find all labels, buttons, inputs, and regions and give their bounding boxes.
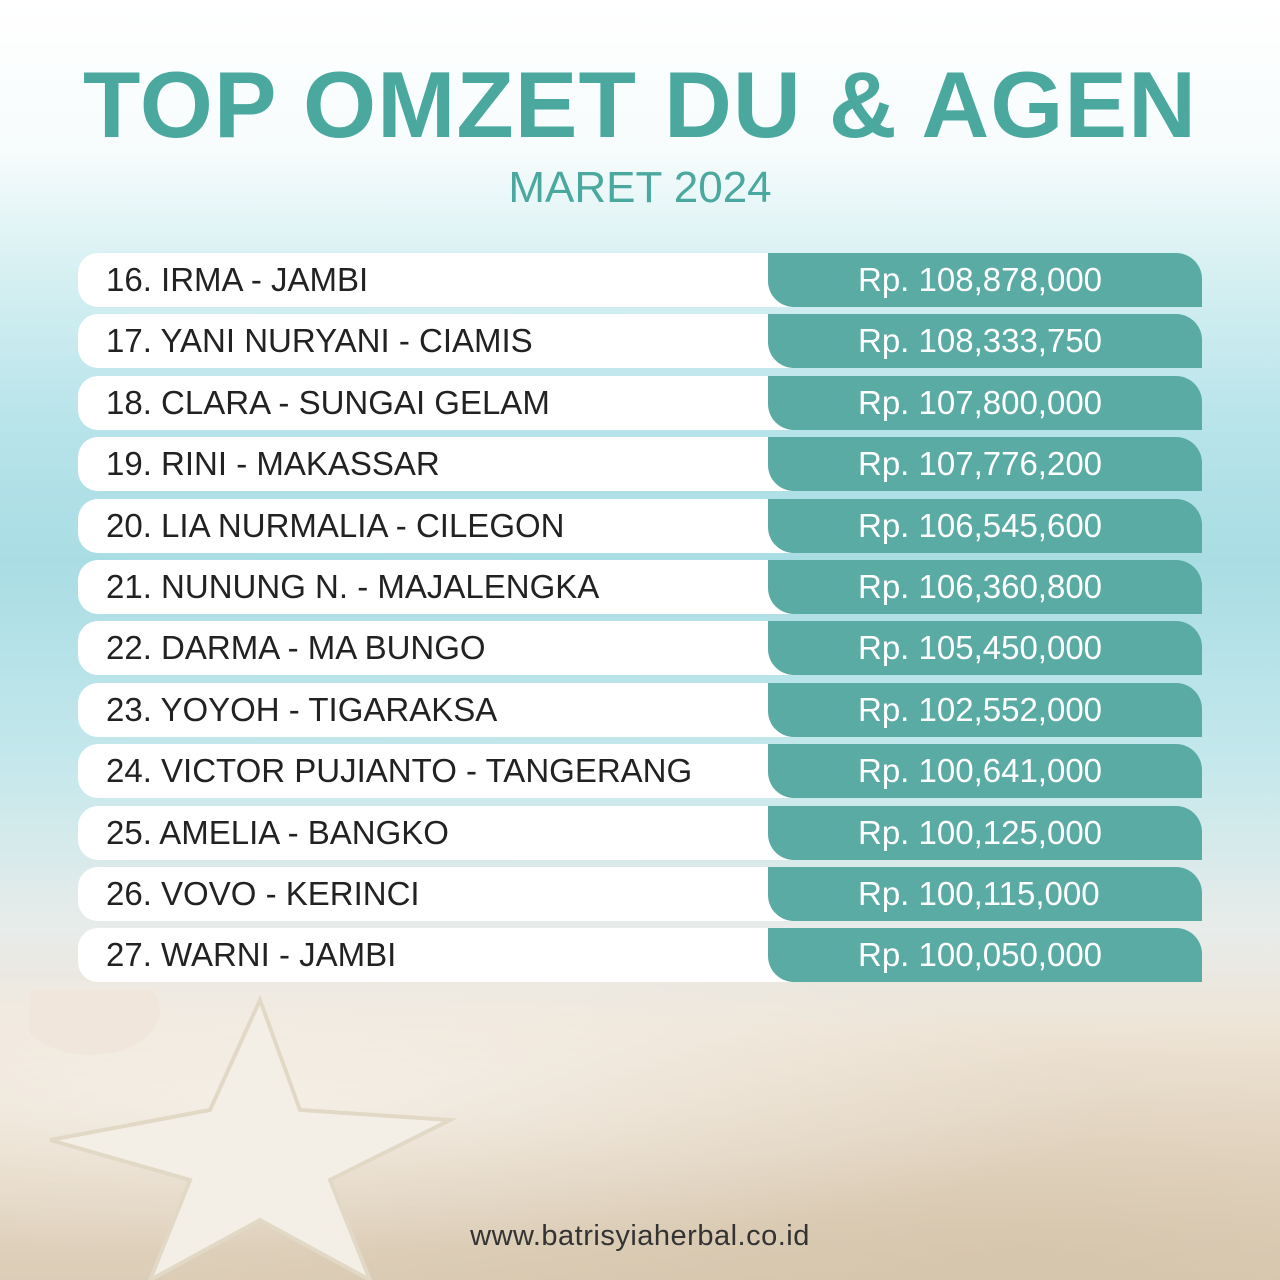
agent-name: 17. YANI NURYANI - CIAMIS xyxy=(78,314,798,369)
agent-name: 22. DARMA - MA BUNGO xyxy=(78,621,798,676)
agent-name: 25. AMELIA - BANGKO xyxy=(78,805,798,860)
ranking-list: 16. IRMA - JAMBI Rp. 108,878,000 17. YANI … xyxy=(78,253,1202,990)
omzet-amount: Rp. 100,125,000 xyxy=(768,805,1202,860)
agent-name: 24. VICTOR PUJIANTO - TANGERANG xyxy=(78,744,798,799)
page-title: TOP OMZET DU & AGEN xyxy=(83,52,1197,157)
agent-name: 27. WARNI - JAMBI xyxy=(78,928,798,983)
ranking-row: 16. IRMA - JAMBI Rp. 108,878,000 xyxy=(78,253,1202,307)
ranking-row: 21. NUNUNG N. - MAJALENGKA Rp. 106,360,80… xyxy=(78,559,1202,614)
omzet-amount: Rp. 106,360,800 xyxy=(768,559,1202,614)
ranking-row: 24. VICTOR PUJIANTO - TANGERANG Rp. 100,6… xyxy=(78,744,1202,799)
website-url: www.batrisyiaherbal.co.id xyxy=(470,1220,810,1252)
ranking-row: 17. YANI NURYANI - CIAMIS Rp. 108,333,750 xyxy=(78,314,1202,369)
page-subtitle: MARET 2024 xyxy=(508,163,772,212)
agent-name: 21. NUNUNG N. - MAJALENGKA xyxy=(78,559,798,614)
ranking-row: 22. DARMA - MA BUNGO Rp. 105,450,000 xyxy=(78,621,1202,676)
omzet-amount: Rp. 100,115,000 xyxy=(768,866,1202,921)
omzet-amount: Rp. 108,878,000 xyxy=(768,253,1202,307)
omzet-amount: Rp. 100,050,000 xyxy=(768,928,1202,983)
ranking-row: 23. YOYOH - TIGARAKSA Rp. 102,552,000 xyxy=(78,682,1202,737)
ranking-row: 18. CLARA - SUNGAI GELAM Rp. 107,800,000 xyxy=(78,375,1202,430)
omzet-amount: Rp. 102,552,000 xyxy=(768,682,1202,737)
agent-name: 23. YOYOH - TIGARAKSA xyxy=(78,682,798,737)
ranking-row: 26. VOVO - KERINCI Rp. 100,115,000 xyxy=(78,866,1202,921)
agent-name: 26. VOVO - KERINCI xyxy=(78,866,798,921)
agent-name: 19. RINI - MAKASSAR xyxy=(78,437,798,492)
ranking-row: 25. AMELIA - BANGKO Rp. 100,125,000 xyxy=(78,805,1202,860)
starfish-shell-decoration xyxy=(30,990,458,1280)
omzet-amount: Rp. 106,545,600 xyxy=(768,498,1202,553)
agent-name: 20. LIA NURMALIA - CILEGON xyxy=(78,498,798,553)
agent-name: 16. IRMA - JAMBI xyxy=(78,253,798,307)
agent-name: 18. CLARA - SUNGAI GELAM xyxy=(78,375,798,430)
ranking-row: 27. WARNI - JAMBI Rp. 100,050,000 xyxy=(78,928,1202,983)
omzet-amount: Rp. 105,450,000 xyxy=(768,621,1202,676)
omzet-amount: Rp. 108,333,750 xyxy=(768,314,1202,369)
ranking-row: 20. LIA NURMALIA - CILEGON Rp. 106,545,60… xyxy=(78,498,1202,553)
omzet-amount: Rp. 107,776,200 xyxy=(768,437,1202,492)
omzet-amount: Rp. 100,641,000 xyxy=(768,744,1202,799)
ranking-row: 19. RINI - MAKASSAR Rp. 107,776,200 xyxy=(78,437,1202,492)
omzet-amount: Rp. 107,800,000 xyxy=(768,375,1202,430)
